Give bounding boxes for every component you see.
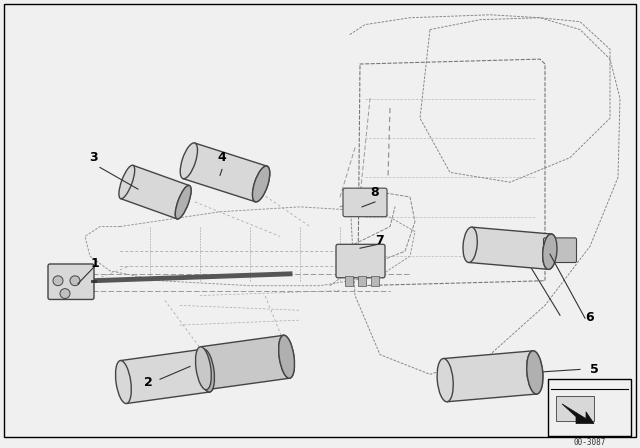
Ellipse shape	[437, 358, 453, 402]
Text: 4: 4	[218, 151, 227, 164]
Bar	[183, 143, 267, 202]
Text: 00-3087: 00-3087	[573, 438, 605, 448]
Bar	[345, 276, 353, 286]
FancyBboxPatch shape	[48, 264, 94, 299]
Text: 8: 8	[371, 185, 380, 198]
Text: 7: 7	[376, 234, 385, 247]
Ellipse shape	[527, 351, 543, 394]
Ellipse shape	[53, 276, 63, 286]
Ellipse shape	[543, 234, 557, 269]
Text: 2: 2	[143, 376, 152, 389]
Text: 5: 5	[590, 363, 599, 376]
Ellipse shape	[527, 351, 543, 394]
Ellipse shape	[543, 234, 557, 269]
Bar	[548, 379, 631, 436]
Ellipse shape	[70, 276, 80, 286]
Polygon shape	[562, 404, 594, 423]
Ellipse shape	[253, 166, 270, 202]
Ellipse shape	[198, 349, 214, 392]
Ellipse shape	[195, 347, 211, 390]
FancyBboxPatch shape	[556, 396, 594, 421]
FancyBboxPatch shape	[543, 238, 577, 263]
Ellipse shape	[175, 185, 191, 219]
FancyBboxPatch shape	[343, 188, 387, 217]
Ellipse shape	[253, 166, 270, 202]
Bar	[120, 349, 210, 404]
Text: 6: 6	[586, 311, 595, 324]
FancyBboxPatch shape	[336, 244, 385, 278]
Bar	[200, 335, 290, 390]
Ellipse shape	[175, 185, 191, 219]
Ellipse shape	[278, 335, 294, 378]
Ellipse shape	[119, 165, 134, 199]
Bar	[444, 351, 537, 402]
Ellipse shape	[463, 227, 477, 263]
Bar	[121, 165, 189, 219]
Ellipse shape	[115, 361, 131, 404]
Bar	[371, 276, 379, 286]
Ellipse shape	[180, 143, 198, 179]
Ellipse shape	[198, 349, 214, 392]
Bar	[468, 227, 552, 269]
Ellipse shape	[278, 335, 294, 378]
Text: 3: 3	[89, 151, 97, 164]
Text: 1: 1	[91, 258, 99, 271]
Bar	[358, 276, 366, 286]
Ellipse shape	[60, 289, 70, 298]
